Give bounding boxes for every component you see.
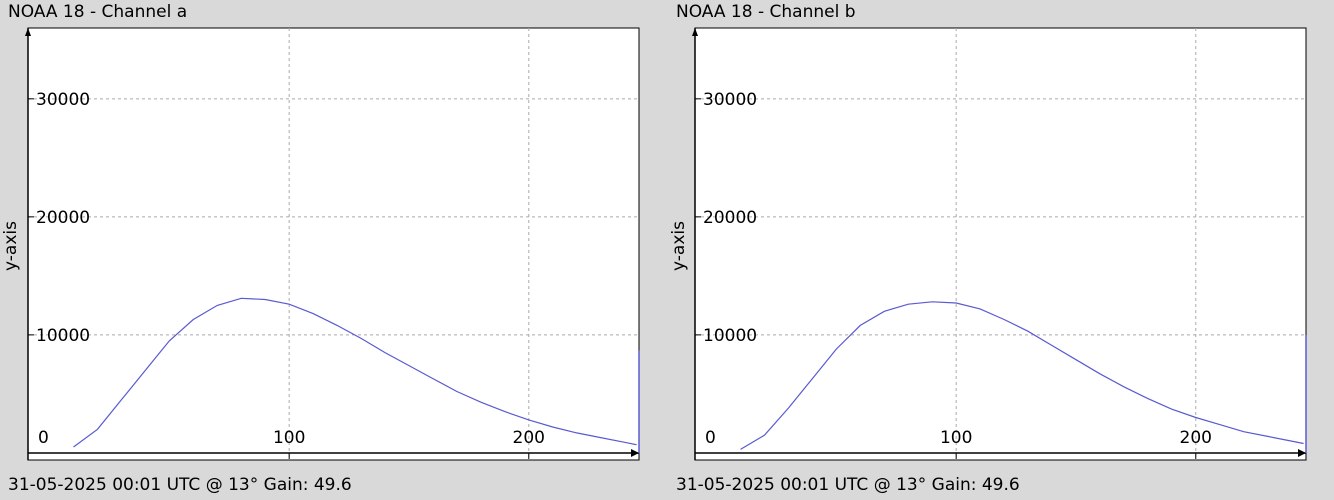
x-axis-arrow [1298,449,1306,457]
x-tick-label: 100 [273,428,305,448]
y-tick-label: 10000 [703,326,757,346]
series-line [740,301,1304,450]
x-tick-label: 200 [513,428,545,448]
y-axis-arrow [25,28,31,36]
x-tick-label: 100 [940,428,972,448]
y-tick-label: 20000 [36,208,90,228]
y-axis-arrow [692,28,698,36]
y-tick-label: 20000 [703,208,757,228]
x-tick-label: 0 [38,428,49,448]
x-tick-label: 0 [705,428,716,448]
series-line [73,297,637,448]
y-tick-label: 30000 [703,90,757,110]
chart-footer-b: 31-05-2025 00:01 UTC @ 13° Gain: 49.6 [676,475,1020,495]
y-tick-label: 10000 [36,326,90,346]
x-axis-arrow [631,449,639,457]
chart-a: 0 100 200 10000 20000 30000 [25,27,640,461]
chart-footer-a: 31-05-2025 00:01 UTC @ 13° Gain: 49.6 [8,475,352,495]
chart-title-b: NOAA 18 - Channel b [676,2,856,22]
plot-area [27,27,640,461]
chart-title-a: NOAA 18 - Channel a [8,2,188,22]
x-tick-label: 200 [1180,428,1212,448]
y-tick-label: 30000 [36,90,90,110]
plot-area [694,27,1307,461]
